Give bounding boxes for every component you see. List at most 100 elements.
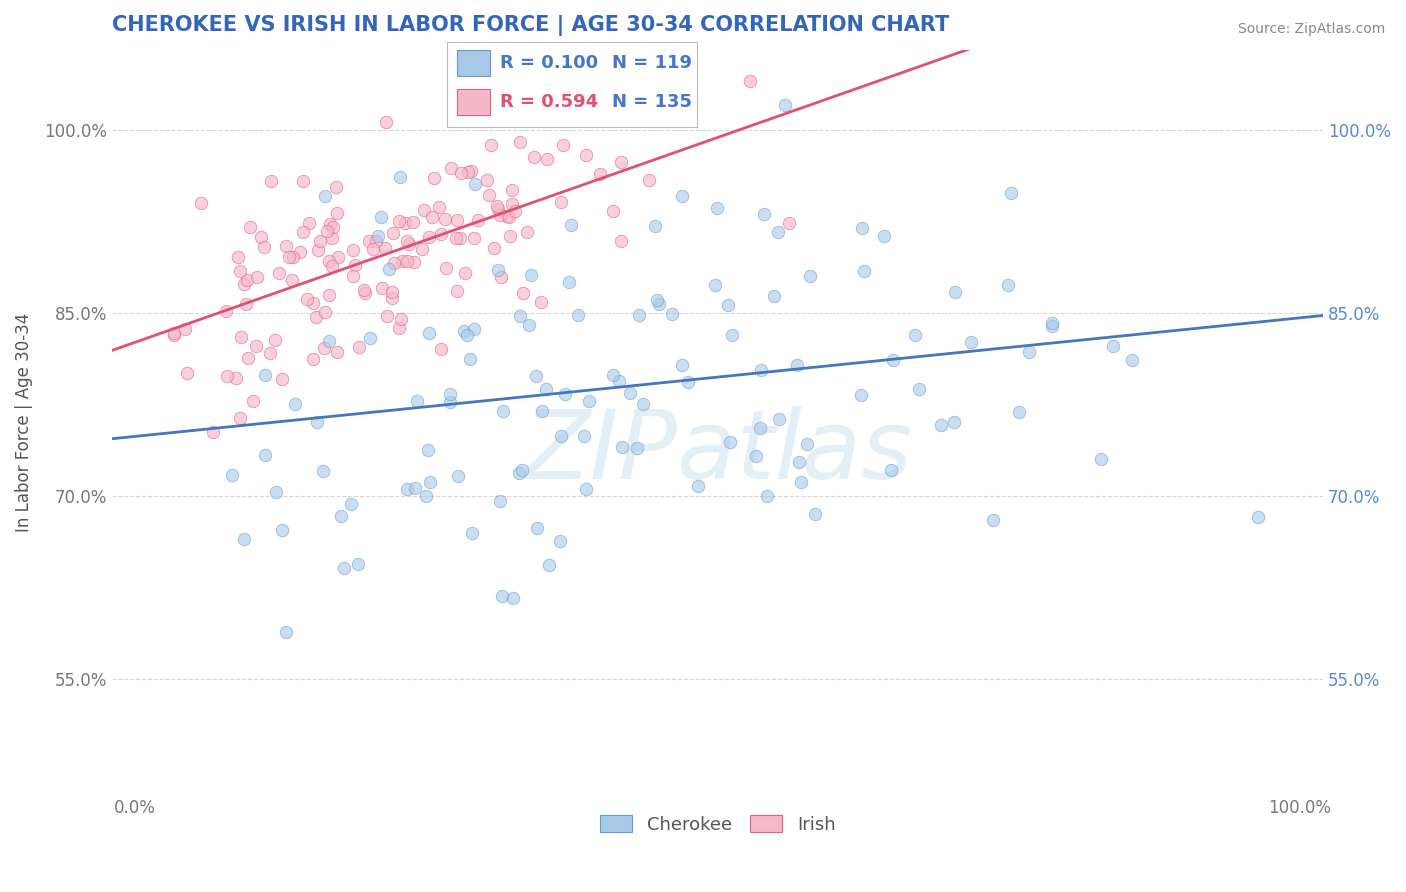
Point — [766, 225, 789, 239]
Point — [344, 259, 367, 273]
Point — [1040, 316, 1063, 330]
Point — [491, 589, 513, 603]
Point — [260, 173, 283, 187]
Point — [278, 251, 301, 265]
Point — [381, 285, 404, 300]
Point — [446, 231, 468, 245]
Point — [333, 561, 356, 575]
Bar — [457, 51, 489, 76]
Point — [721, 328, 744, 343]
Point — [398, 236, 420, 251]
Point — [439, 395, 461, 409]
Point — [512, 285, 534, 300]
Point — [648, 297, 671, 311]
Point — [517, 318, 540, 332]
Point — [250, 230, 273, 244]
Point — [787, 455, 810, 469]
Point — [314, 305, 336, 319]
Point — [253, 368, 276, 382]
Point — [342, 269, 364, 284]
Point — [671, 359, 693, 373]
Point — [267, 266, 290, 280]
Point — [1247, 510, 1270, 524]
Point — [229, 264, 252, 278]
Point — [446, 284, 468, 298]
Point — [239, 220, 262, 235]
Point — [644, 219, 666, 233]
Point — [190, 196, 212, 211]
Point — [499, 229, 522, 244]
Text: ZIPatlas: ZIPatlas — [523, 406, 912, 499]
Point — [446, 213, 468, 227]
Text: Source: ZipAtlas.com: Source: ZipAtlas.com — [1237, 22, 1385, 37]
Point — [1040, 319, 1063, 334]
Point — [353, 286, 375, 301]
Point — [225, 371, 247, 385]
Point — [295, 293, 318, 307]
Point — [374, 115, 396, 129]
Point — [554, 386, 576, 401]
Point — [529, 93, 551, 107]
Point — [567, 309, 589, 323]
Point — [394, 216, 416, 230]
Point — [319, 217, 342, 231]
Point — [389, 312, 412, 326]
Point — [981, 513, 1004, 527]
Point — [479, 137, 502, 152]
Point — [503, 204, 526, 219]
Point — [259, 345, 281, 359]
Point — [214, 304, 236, 318]
Point — [402, 255, 425, 269]
Point — [312, 464, 335, 478]
Point — [419, 475, 441, 490]
Point — [439, 387, 461, 401]
Point — [598, 101, 620, 115]
Point — [619, 385, 641, 400]
Point — [1018, 344, 1040, 359]
Point — [460, 163, 482, 178]
Point — [325, 180, 347, 194]
Point — [271, 372, 294, 386]
Point — [449, 230, 471, 244]
Point — [378, 261, 401, 276]
Point — [309, 234, 332, 248]
Point — [318, 334, 340, 348]
Point — [744, 449, 766, 463]
Point — [318, 253, 340, 268]
Point — [1090, 452, 1112, 467]
Y-axis label: In Labor Force | Age 30-34: In Labor Force | Age 30-34 — [15, 313, 32, 532]
Point — [416, 442, 439, 457]
Point — [430, 343, 453, 357]
Point — [496, 210, 519, 224]
Point — [235, 297, 257, 311]
Point — [163, 328, 186, 343]
Point — [433, 211, 456, 226]
Point — [456, 328, 478, 343]
Point — [524, 369, 547, 384]
Point — [716, 297, 738, 311]
Point — [610, 155, 633, 169]
Point — [215, 368, 238, 383]
Point — [520, 268, 543, 282]
Point — [284, 397, 307, 411]
Point — [242, 393, 264, 408]
Point — [388, 321, 411, 335]
Point — [322, 220, 344, 235]
Point — [367, 229, 389, 244]
Point — [391, 254, 413, 268]
Point — [530, 295, 553, 310]
Point — [773, 98, 796, 112]
Point — [371, 281, 394, 295]
Point — [873, 229, 896, 244]
Point — [173, 321, 195, 335]
Point — [418, 230, 440, 244]
Point — [718, 434, 741, 449]
Point — [316, 224, 339, 238]
Point — [233, 533, 256, 547]
Point — [943, 415, 966, 429]
Point — [756, 489, 779, 503]
Point — [786, 358, 808, 372]
Point — [402, 215, 425, 229]
Point — [602, 368, 624, 383]
Point — [221, 468, 243, 483]
